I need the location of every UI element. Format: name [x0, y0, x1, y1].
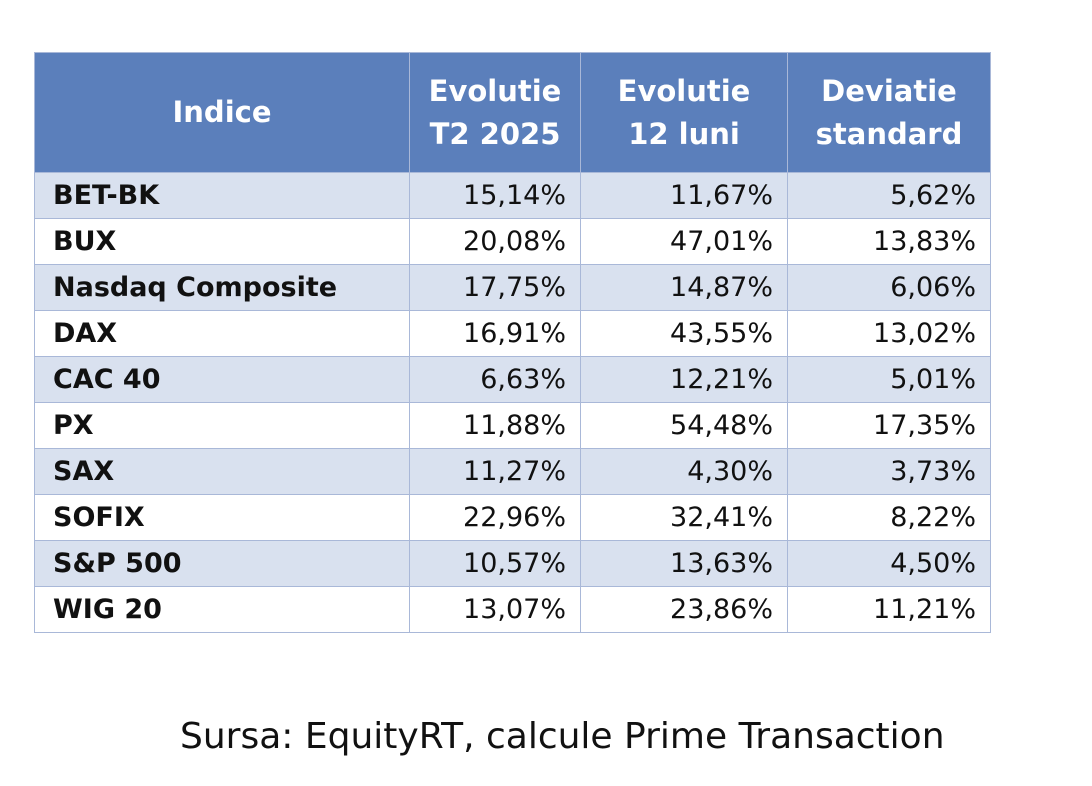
table-row: PX 11,88% 54,48% 17,35%: [34, 402, 991, 449]
evolutie-t2-cell: 16,91%: [409, 310, 581, 357]
deviatie-cell: 13,02%: [787, 310, 991, 357]
table-row: DAX 16,91% 43,55% 13,02%: [34, 310, 991, 357]
index-name-cell: WIG 20: [34, 586, 410, 633]
table-row: SOFIX 22,96% 32,41% 8,22%: [34, 494, 991, 541]
evolutie-12-luni-cell: 43,55%: [580, 310, 788, 357]
header-deviatie-line2: standard: [815, 116, 963, 151]
header-evolutie-12-luni-line2: 12 luni: [628, 116, 740, 151]
table-body: BET-BK 15,14% 11,67% 5,62% BUX 20,08% 47…: [34, 172, 991, 633]
table-header-row: Indice Evolutie T2 2025 Evolutie 12 luni…: [34, 52, 991, 173]
table-row: CAC 40 6,63% 12,21% 5,01%: [34, 356, 991, 403]
header-indice-label: Indice: [172, 95, 272, 129]
header-indice: Indice: [34, 52, 410, 173]
source-note: Sursa: EquityRT, calcule Prime Transacti…: [180, 716, 945, 757]
evolutie-12-luni-cell: 47,01%: [580, 218, 788, 265]
index-name-cell: Nasdaq Composite: [34, 264, 410, 311]
deviatie-cell: 5,01%: [787, 356, 991, 403]
index-name-cell: SAX: [34, 448, 410, 495]
header-deviatie-line1: Deviatie: [821, 73, 957, 108]
deviatie-cell: 3,73%: [787, 448, 991, 495]
index-name-cell: DAX: [34, 310, 410, 357]
evolutie-12-luni-cell: 11,67%: [580, 172, 788, 219]
evolutie-12-luni-cell: 23,86%: [580, 586, 788, 633]
deviatie-cell: 11,21%: [787, 586, 991, 633]
evolutie-12-luni-cell: 54,48%: [580, 402, 788, 449]
evolutie-12-luni-cell: 13,63%: [580, 540, 788, 587]
evolutie-t2-cell: 6,63%: [409, 356, 581, 403]
header-evolutie-t2-line1: Evolutie: [428, 73, 562, 108]
evolutie-12-luni-cell: 14,87%: [580, 264, 788, 311]
header-deviatie-standard: Deviatie standard: [787, 52, 991, 173]
index-name-cell: CAC 40: [34, 356, 410, 403]
deviatie-cell: 4,50%: [787, 540, 991, 587]
deviatie-cell: 6,06%: [787, 264, 991, 311]
index-name-cell: S&P 500: [34, 540, 410, 587]
index-performance-table: Indice Evolutie T2 2025 Evolutie 12 luni…: [34, 52, 991, 633]
header-evolutie-t2-line2: T2 2025: [429, 116, 561, 151]
evolutie-12-luni-cell: 12,21%: [580, 356, 788, 403]
evolutie-12-luni-cell: 4,30%: [580, 448, 788, 495]
evolutie-12-luni-cell: 32,41%: [580, 494, 788, 541]
evolutie-t2-cell: 10,57%: [409, 540, 581, 587]
table-row: S&P 500 10,57% 13,63% 4,50%: [34, 540, 991, 587]
evolutie-t2-cell: 11,27%: [409, 448, 581, 495]
deviatie-cell: 8,22%: [787, 494, 991, 541]
index-name-cell: PX: [34, 402, 410, 449]
table-row: BET-BK 15,14% 11,67% 5,62%: [34, 172, 991, 219]
deviatie-cell: 13,83%: [787, 218, 991, 265]
evolutie-t2-cell: 13,07%: [409, 586, 581, 633]
evolutie-t2-cell: 22,96%: [409, 494, 581, 541]
index-name-cell: SOFIX: [34, 494, 410, 541]
evolutie-t2-cell: 17,75%: [409, 264, 581, 311]
index-table-container: Indice Evolutie T2 2025 Evolutie 12 luni…: [34, 52, 991, 633]
evolutie-t2-cell: 11,88%: [409, 402, 581, 449]
evolutie-t2-cell: 15,14%: [409, 172, 581, 219]
header-evolutie-12-luni: Evolutie 12 luni: [580, 52, 788, 173]
deviatie-cell: 5,62%: [787, 172, 991, 219]
index-name-cell: BET-BK: [34, 172, 410, 219]
header-evolutie-12-luni-line1: Evolutie: [617, 73, 751, 108]
table-row: BUX 20,08% 47,01% 13,83%: [34, 218, 991, 265]
table-row: WIG 20 13,07% 23,86% 11,21%: [34, 586, 991, 633]
index-name-cell: BUX: [34, 218, 410, 265]
table-row: Nasdaq Composite 17,75% 14,87% 6,06%: [34, 264, 991, 311]
evolutie-t2-cell: 20,08%: [409, 218, 581, 265]
table-row: SAX 11,27% 4,30% 3,73%: [34, 448, 991, 495]
deviatie-cell: 17,35%: [787, 402, 991, 449]
header-evolutie-t2: Evolutie T2 2025: [409, 52, 581, 173]
